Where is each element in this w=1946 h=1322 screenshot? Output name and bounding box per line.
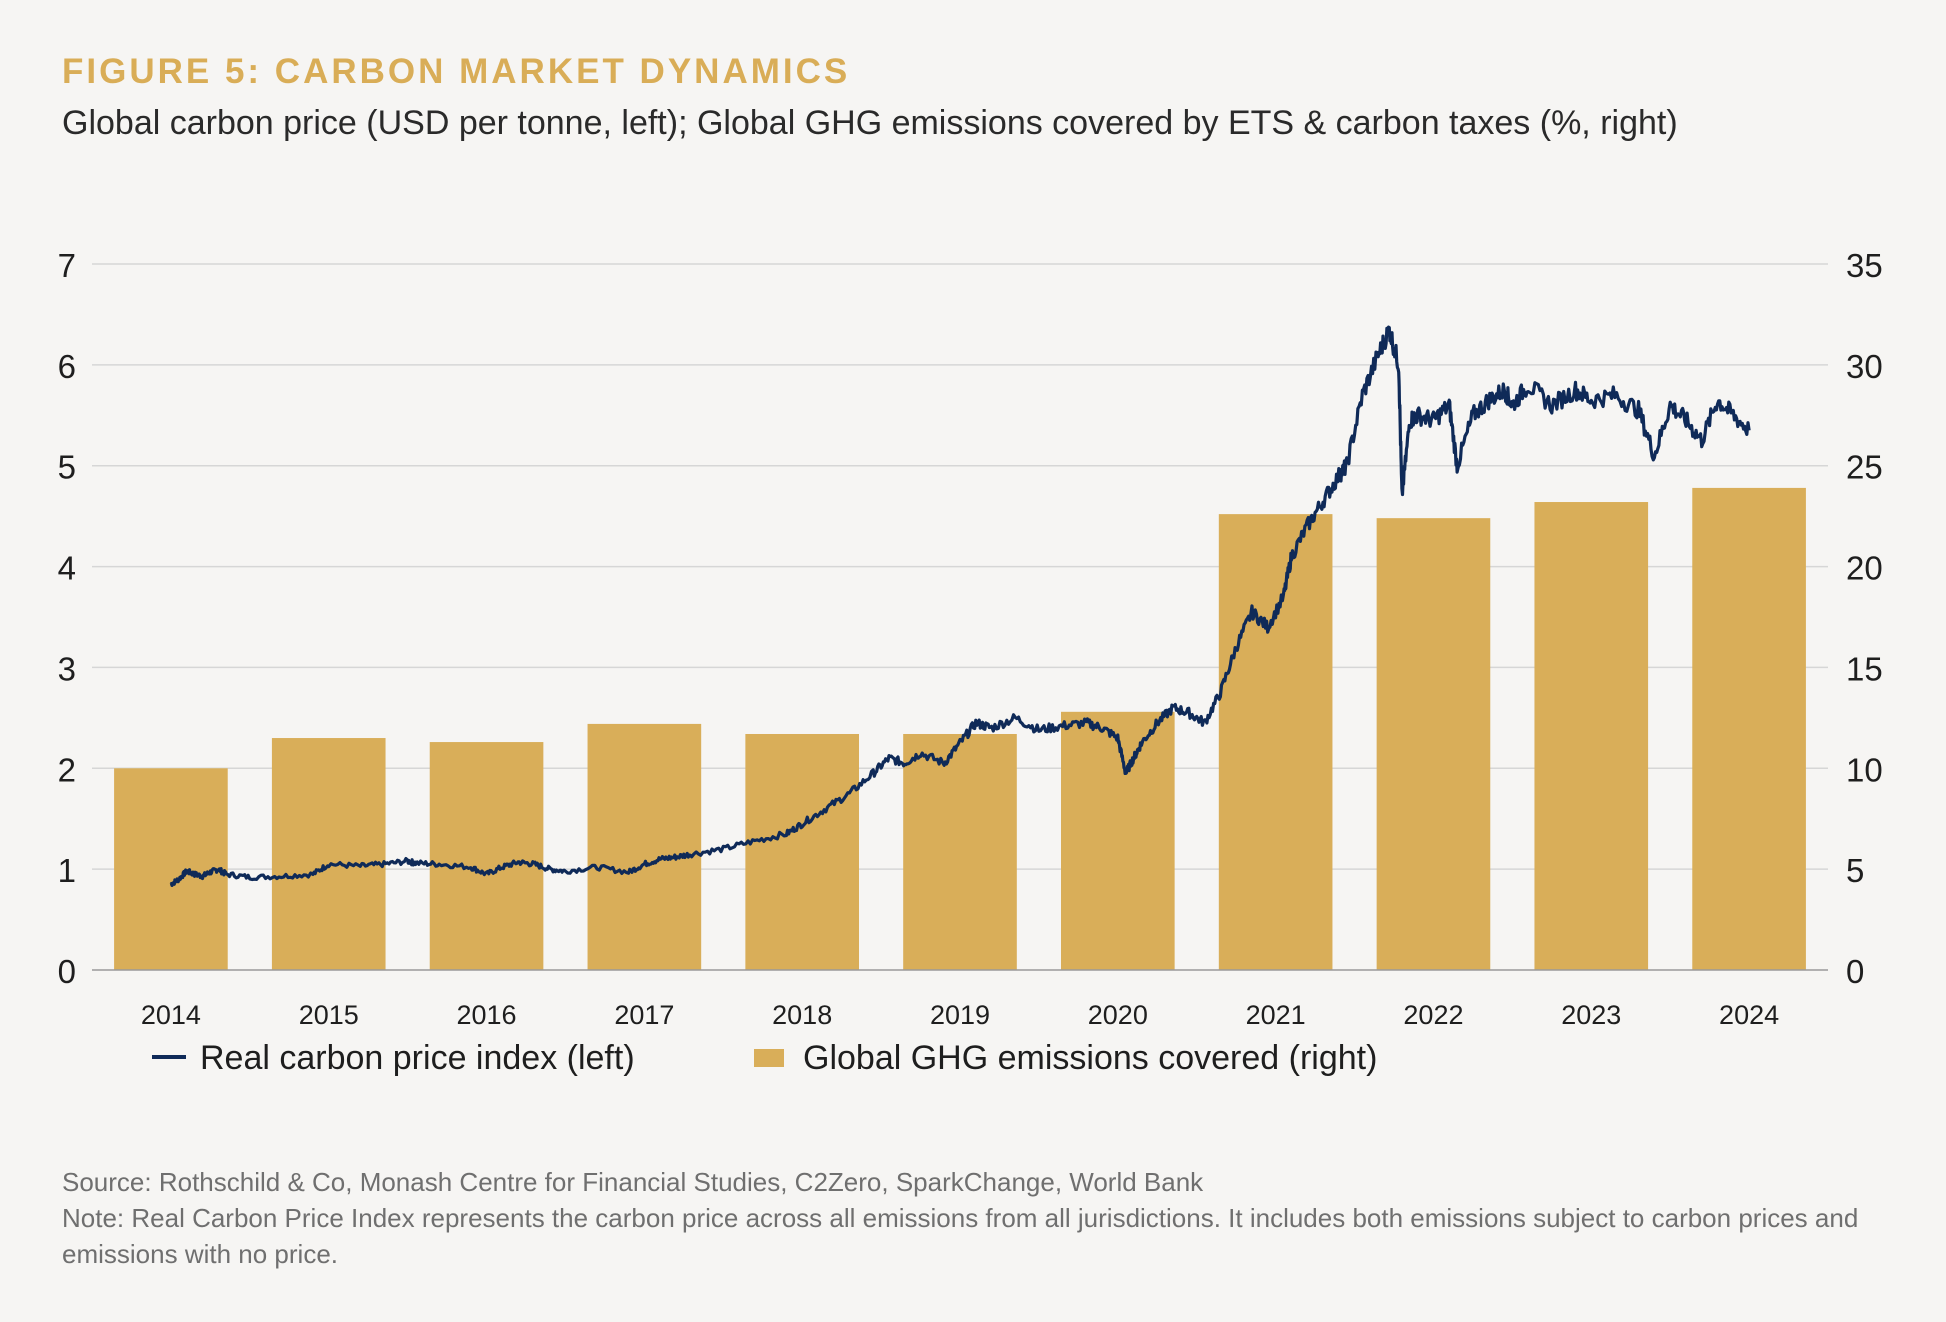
carbon-price-line	[169, 325, 1751, 887]
x-tick-label: 2018	[772, 1000, 832, 1030]
bar-series	[114, 487, 1806, 970]
bar-2015	[271, 738, 386, 970]
left-tick-label: 1	[58, 852, 76, 889]
bar-2022	[1376, 518, 1491, 970]
right-tick-label: 5	[1846, 852, 1864, 889]
x-tick-label: 2022	[1403, 1000, 1463, 1030]
x-tick-label: 2019	[930, 1000, 990, 1030]
right-tick-label: 20	[1846, 550, 1883, 587]
x-tick-label: 2020	[1088, 1000, 1148, 1030]
left-tick-label: 3	[58, 650, 76, 687]
bar-2023	[1534, 502, 1649, 970]
legend: Real carbon price index (left) Global GHG…	[152, 1039, 1377, 1077]
bar-2020	[1061, 711, 1175, 970]
bar-2019	[903, 733, 1017, 970]
figure-subtitle: Global carbon price (USD per tonne, left…	[62, 104, 1678, 142]
legend-bar-swatch	[754, 1049, 784, 1067]
bar-2024	[1692, 487, 1806, 970]
x-tick-label: 2021	[1246, 1000, 1306, 1030]
bar-2021	[1218, 514, 1333, 970]
line-series	[169, 325, 1751, 887]
x-tick-label: 2024	[1719, 1000, 1779, 1030]
source-note: Source: Rothschild & Co, Monash Centre f…	[62, 1164, 1892, 1272]
right-tick-label: 35	[1846, 247, 1883, 284]
right-tick-label: 25	[1846, 449, 1883, 486]
left-tick-label: 7	[58, 247, 76, 284]
left-tick-label: 0	[58, 953, 76, 990]
left-tick-label: 4	[58, 550, 76, 587]
source-line: Source: Rothschild & Co, Monash Centre f…	[62, 1167, 1204, 1197]
x-tick-label: 2015	[299, 1000, 359, 1030]
right-tick-label: 10	[1846, 751, 1883, 788]
left-tick-label: 6	[58, 348, 76, 385]
x-tick-label: 2017	[614, 1000, 674, 1030]
right-tick-label: 0	[1846, 953, 1864, 990]
note-line: Note: Real Carbon Price Index represents…	[62, 1203, 1859, 1269]
axes: 0 1 2 3 4 5 6 7 0 5 10 15 20 25 30 35 2014 2015 2016 2017 20…	[58, 247, 1883, 1030]
x-tick-label: 2016	[457, 1000, 517, 1030]
right-tick-label: 30	[1846, 348, 1883, 385]
legend-line-label: Real carbon price index (left)	[200, 1039, 635, 1077]
bar-2014	[114, 768, 228, 970]
bar-2018	[745, 733, 859, 970]
left-tick-label: 5	[58, 449, 76, 486]
left-tick-label: 2	[58, 751, 76, 788]
legend-bar-label: Global GHG emissions covered (right)	[803, 1039, 1377, 1077]
right-tick-label: 15	[1846, 650, 1883, 687]
x-tick-label: 2023	[1561, 1000, 1621, 1030]
carbon-market-chart: 0 1 2 3 4 5 6 7 0 5 10 15 20 25 30 35 2014 2015 2016 2017 20…	[58, 247, 1883, 1077]
figure-title: FIGURE 5: CARBON MARKET DYNAMICS	[62, 52, 851, 91]
bar-2016	[429, 742, 544, 970]
x-tick-label: 2014	[141, 1000, 201, 1030]
bar-2017	[587, 723, 702, 970]
